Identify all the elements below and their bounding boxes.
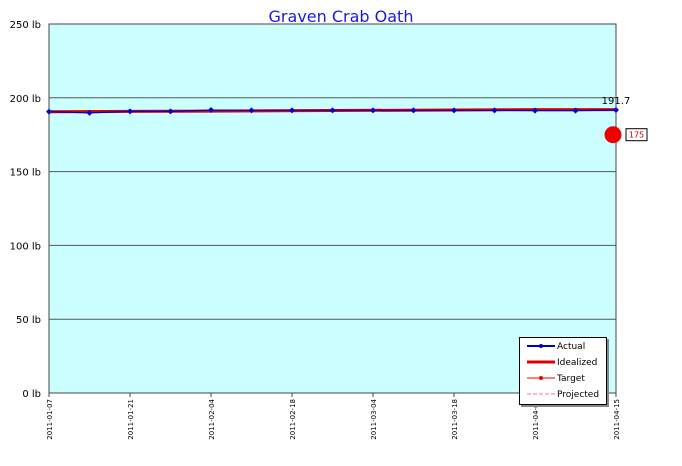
last-value-label: 191.7 (602, 96, 631, 107)
actual-point (86, 109, 93, 116)
legend-label-projected: Projected (557, 390, 600, 400)
x-tick-labels: 2011-01-07 2011-01-21 2011-02-04 2011-02-18… (46, 393, 621, 440)
actual-point (451, 107, 457, 114)
x-tick-label: 2011-03-18 (451, 399, 459, 440)
legend-swatch-idealized (527, 360, 555, 364)
x-tick-label: 2011-01-07 (46, 399, 54, 440)
x-tick-label: 2011-03-04 (370, 398, 378, 439)
actual-point (491, 107, 498, 114)
actual-point (532, 107, 538, 114)
legend: Actual Idealized Target Projected (519, 337, 607, 405)
target-label: 175 (629, 131, 644, 140)
chart-title: Graven Crab Oath (268, 7, 414, 26)
plot-area (48, 23, 617, 394)
grid-lines (49, 97, 616, 320)
actual-point (370, 107, 376, 114)
legend-item-actual: Actual (520, 338, 606, 354)
y-tick-label: 200 lb (10, 94, 41, 105)
actual-point (289, 107, 295, 114)
y-tick-label: 250 lb (10, 20, 41, 31)
legend-swatch-target (527, 376, 555, 380)
legend-label-idealized: Idealized (557, 358, 598, 368)
x-tick-label: 2011-04-01 (532, 399, 540, 440)
legend-swatch-actual (527, 344, 555, 348)
actual-point (572, 107, 579, 114)
y-tick-labels: 250 lb 200 lb 150 lb 100 lb 50 lb 0 lb (10, 20, 41, 400)
x-tick-label: 2011-02-18 (289, 399, 297, 440)
actual-point (208, 107, 214, 114)
y-tick-label: 100 lb (10, 241, 41, 252)
x-tick-label: 2011-01-21 (127, 399, 135, 440)
legend-label-target: Target (557, 374, 585, 384)
y-tick-label: 0 lb (22, 389, 41, 400)
actual-point (167, 108, 174, 115)
legend-label-actual: Actual (557, 342, 586, 352)
actual-point (410, 107, 417, 114)
legend-swatch-projected (527, 393, 555, 395)
actual-point (127, 108, 133, 115)
series-actual (46, 107, 619, 116)
target-label-box (625, 128, 648, 142)
actual-point (46, 108, 52, 115)
actual-point (613, 107, 619, 114)
legend-item-idealized: Idealized (520, 354, 606, 370)
legend-item-target: Target (520, 370, 606, 386)
legend-item-projected: Projected (520, 386, 606, 402)
target-group: 175 191.7 (602, 96, 648, 144)
actual-point (329, 107, 336, 114)
x-tick-label: 2011-02-04 (208, 398, 216, 439)
target-point (604, 126, 622, 144)
y-tick-label: 150 lb (10, 168, 41, 179)
actual-point (248, 107, 255, 114)
x-tick-label: 2011-04-15 (613, 399, 621, 440)
y-tick-label: 50 lb (16, 315, 41, 326)
